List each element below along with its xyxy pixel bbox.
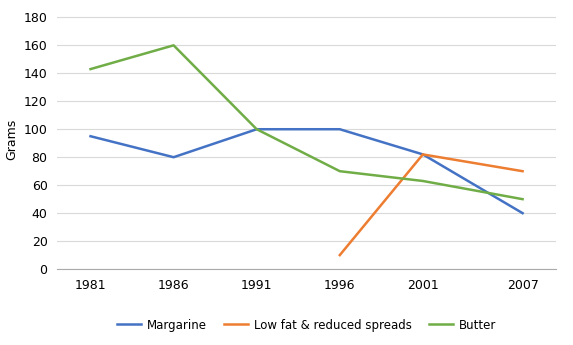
Low fat & reduced spreads bbox=[519, 169, 526, 173]
Butter bbox=[87, 67, 94, 71]
Y-axis label: Grams: Grams bbox=[5, 119, 18, 160]
Butter bbox=[336, 169, 343, 173]
Line: Margarine: Margarine bbox=[91, 129, 523, 213]
Low fat & reduced spreads bbox=[419, 152, 426, 157]
Margarine bbox=[87, 134, 94, 138]
Line: Butter: Butter bbox=[91, 45, 523, 199]
Butter bbox=[519, 197, 526, 201]
Line: Low fat & reduced spreads: Low fat & reduced spreads bbox=[340, 155, 523, 255]
Margarine bbox=[519, 211, 526, 215]
Butter bbox=[419, 179, 426, 183]
Margarine bbox=[336, 127, 343, 131]
Margarine bbox=[253, 127, 260, 131]
Low fat & reduced spreads bbox=[336, 253, 343, 257]
Legend: Margarine, Low fat & reduced spreads, Butter: Margarine, Low fat & reduced spreads, Bu… bbox=[112, 314, 501, 336]
Butter bbox=[170, 43, 177, 47]
Butter bbox=[253, 127, 260, 131]
Margarine bbox=[419, 152, 426, 157]
Margarine bbox=[170, 155, 177, 159]
